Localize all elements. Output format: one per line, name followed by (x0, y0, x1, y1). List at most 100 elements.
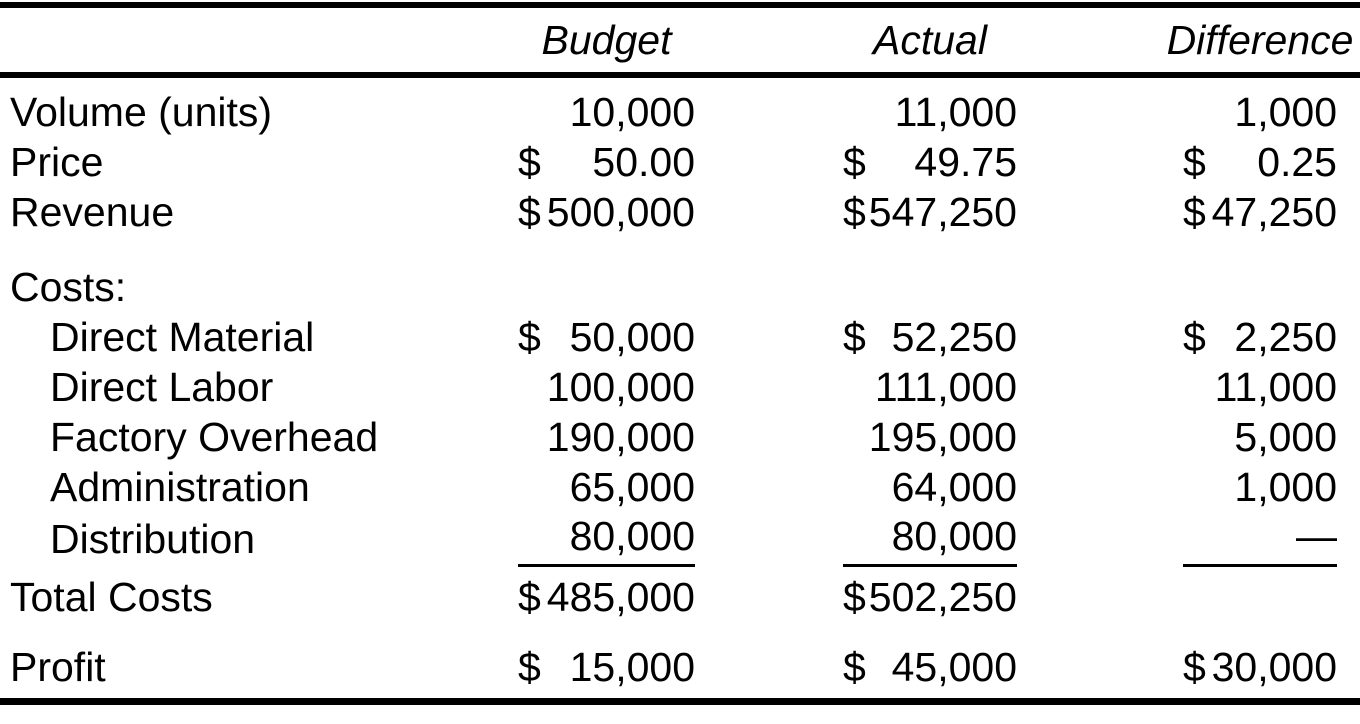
amount-value: 100,000 (546, 364, 695, 410)
table-row-revenue: Revenue $500,000 $547,250 $47,250 (0, 187, 1360, 237)
cell-administration-budget: 65,000 (518, 462, 695, 512)
dollar-sign: $ (1183, 139, 1206, 185)
amount-value: 0.25 (1257, 139, 1337, 185)
cell-total-costs-difference (1183, 572, 1337, 622)
cell-volume-actual: 11,000 (843, 87, 1017, 137)
header-row: Budget Actual Difference (0, 8, 1360, 72)
cell-total-costs-budget: $485,000 (518, 572, 695, 622)
row-label-volume: Volume (units) (10, 89, 273, 135)
cell-distribution-difference: — (1183, 511, 1337, 567)
amount-value: 111,000 (874, 364, 1017, 410)
cell-administration-difference: 1,000 (1183, 462, 1337, 512)
table-row-distribution: Distribution 80,000 80,000 — (0, 512, 1360, 567)
dollar-sign: $ (518, 574, 541, 620)
row-label-distribution: Distribution (50, 515, 256, 562)
amount-value: 502,250 (868, 574, 1017, 620)
amount-value: 15,000 (569, 644, 695, 690)
cell-profit-budget: $15,000 (518, 642, 695, 692)
table-body: Volume (units) 10,000 11,000 1,000 Price $50.… (0, 87, 1360, 692)
dollar-sign: $ (843, 189, 866, 235)
dollar-sign: $ (843, 644, 866, 690)
row-label-revenue: Revenue (10, 189, 175, 235)
cell-total-costs-actual: $502,250 (843, 572, 1017, 622)
cell-direct-material-actual: $52,250 (843, 312, 1017, 362)
table-row-total-costs: Total Costs $485,000 $502,250 (0, 572, 1360, 622)
table-row-factory-overhead: Factory Overhead 190,000 195,000 5,000 (0, 412, 1360, 462)
cell-factory-overhead-actual: 195,000 (843, 412, 1017, 462)
row-label-administration: Administration (50, 464, 310, 510)
row-label-direct-labor: Direct Labor (50, 364, 274, 410)
dollar-sign: $ (1183, 314, 1206, 360)
amount-value: 10,000 (569, 89, 695, 135)
amount-value: 195,000 (868, 414, 1017, 460)
cell-volume-difference: 1,000 (1183, 87, 1337, 137)
column-header-difference: Difference (1166, 17, 1354, 63)
row-label-costs-header: Costs: (10, 264, 127, 310)
dollar-sign: $ (1183, 644, 1206, 690)
dollar-sign: $ (843, 574, 866, 620)
dollar-sign: $ (518, 644, 541, 690)
cell-revenue-actual: $547,250 (843, 187, 1017, 237)
amount-value: 50.00 (592, 139, 695, 185)
cell-administration-actual: 64,000 (843, 462, 1017, 512)
amount-value: 547,250 (868, 189, 1017, 235)
cell-direct-labor-difference: 11,000 (1183, 362, 1337, 412)
cell-direct-labor-budget: 100,000 (518, 362, 695, 412)
dollar-sign: $ (518, 314, 541, 360)
table-row-price: Price $50.00 $49.75 $0.25 (0, 137, 1360, 187)
amount-value: 80,000 (891, 512, 1017, 559)
amount-value: — (1296, 512, 1337, 559)
amount-value: 1,000 (1234, 464, 1337, 510)
amount-value: 52,250 (891, 314, 1017, 360)
dollar-sign: $ (843, 314, 866, 360)
cell-direct-labor-actual: 111,000 (843, 362, 1017, 412)
amount-value: 47,250 (1211, 189, 1337, 235)
dollar-sign: $ (843, 139, 866, 185)
amount-value: 5,000 (1234, 414, 1337, 460)
amount-value: 65,000 (569, 464, 695, 510)
header-rule (0, 72, 1360, 78)
dollar-sign: $ (518, 139, 541, 185)
cell-distribution-budget: 80,000 (518, 511, 695, 567)
amount-value: 80,000 (569, 512, 695, 559)
amount-value: 11,000 (1214, 364, 1337, 410)
row-label-price: Price (10, 139, 104, 185)
amount-value: 45,000 (891, 644, 1017, 690)
row-label-factory-overhead: Factory Overhead (50, 414, 379, 460)
cell-direct-material-difference: $2,250 (1183, 312, 1337, 362)
amount-value: 30,000 (1211, 644, 1337, 690)
amount-value: 50,000 (569, 314, 695, 360)
cell-revenue-budget: $500,000 (518, 187, 695, 237)
row-label-total-costs: Total Costs (10, 574, 213, 620)
amount-value: 64,000 (891, 464, 1017, 510)
cell-price-actual: $49.75 (843, 137, 1017, 187)
bottom-rule (0, 698, 1360, 705)
amount-value: 190,000 (546, 414, 695, 460)
amount-value: 2,250 (1234, 314, 1337, 360)
cell-distribution-actual: 80,000 (843, 511, 1017, 567)
cell-direct-material-budget: $50,000 (518, 312, 695, 362)
cell-profit-actual: $45,000 (843, 642, 1017, 692)
cell-factory-overhead-difference: 5,000 (1183, 412, 1337, 462)
table-row-volume: Volume (units) 10,000 11,000 1,000 (0, 87, 1360, 137)
cell-volume-budget: 10,000 (518, 87, 695, 137)
table-row-direct-labor: Direct Labor 100,000 111,000 11,000 (0, 362, 1360, 412)
column-header-budget: Budget (541, 17, 672, 63)
cell-revenue-difference: $47,250 (1183, 187, 1337, 237)
amount-value: 500,000 (546, 189, 695, 235)
cell-factory-overhead-budget: 190,000 (518, 412, 695, 462)
table-row-administration: Administration 65,000 64,000 1,000 (0, 462, 1360, 512)
row-label-profit: Profit (10, 644, 106, 690)
row-label-direct-material: Direct Material (50, 314, 315, 360)
cell-price-budget: $50.00 (518, 137, 695, 187)
column-header-actual: Actual (873, 17, 987, 63)
amount-value: 49.75 (914, 139, 1017, 185)
table-row-profit: Profit $15,000 $45,000 $30,000 (0, 642, 1360, 692)
cell-price-difference: $0.25 (1183, 137, 1337, 187)
top-rule (0, 2, 1360, 8)
table-row-costs-header: Costs: (0, 262, 1360, 312)
amount-value: 1,000 (1234, 89, 1337, 135)
dollar-sign: $ (1183, 189, 1206, 235)
cell-profit-difference: $30,000 (1183, 642, 1337, 692)
